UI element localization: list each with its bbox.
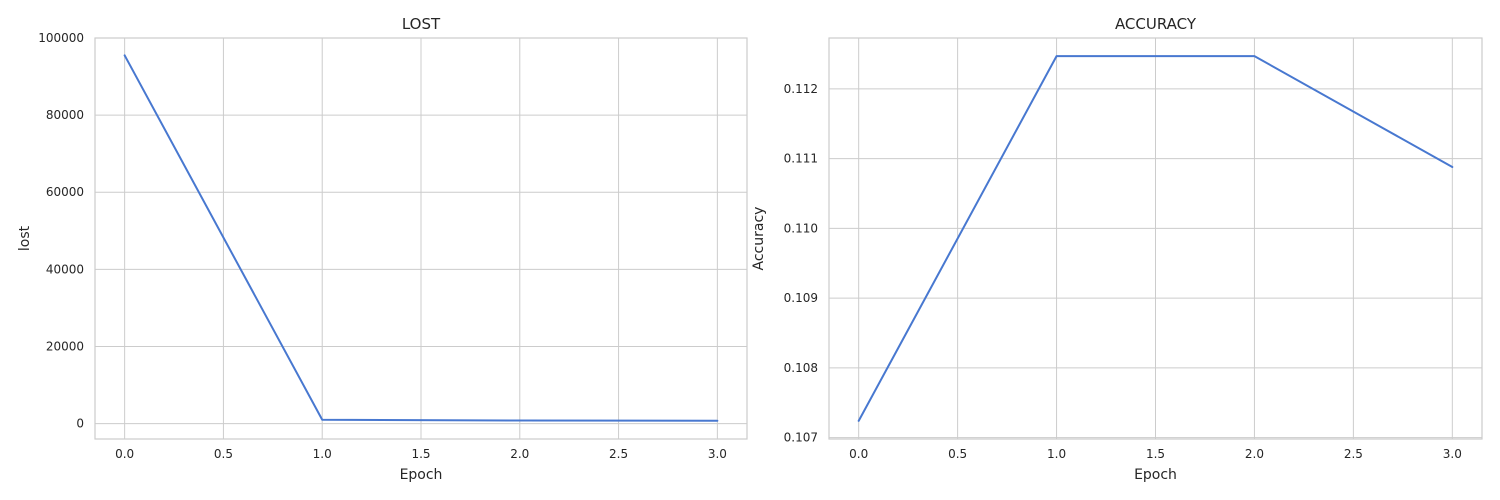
y-tick-label: 0.108 [784, 361, 818, 375]
chart-title: LOST [402, 15, 441, 33]
y-tick-label: 0.112 [784, 82, 818, 96]
x-axis-label: Epoch [1134, 467, 1177, 483]
x-tick-label: 2.0 [1245, 447, 1264, 461]
x-tick-label: 2.0 [510, 447, 529, 461]
chart-panel-0: 0.0 0.5 1.0 1.5 2.0 2.5 3.0 0 20000 40000 60000 800… [17, 15, 748, 483]
y-axis-label: Accuracy [751, 207, 767, 271]
x-tick-label: 0.0 [115, 447, 134, 461]
x-tick-label: 1.5 [1146, 447, 1165, 461]
x-tick-label: 2.5 [609, 447, 628, 461]
y-tick-label: 60000 [46, 185, 84, 199]
y-tick-label: 40000 [46, 262, 84, 276]
y-tick-label: 0.107 [784, 431, 818, 445]
chart-panel-1: 0.0 0.5 1.0 1.5 2.0 2.5 3.0 0.107 0.108 0.109 0.11… [751, 15, 1483, 483]
y-tick-label: 20000 [46, 339, 84, 353]
x-tick-label: 0.0 [849, 447, 868, 461]
y-tick-label: 0.111 [784, 152, 818, 166]
x-tick-label: 1.0 [1047, 447, 1066, 461]
plot-frame [94, 37, 748, 440]
y-tick-label: 0.110 [784, 221, 818, 235]
x-tick-label: 1.5 [411, 447, 430, 461]
y-tick-label: 0 [76, 417, 84, 431]
x-tick-label: 1.0 [313, 447, 332, 461]
x-tick-label: 3.0 [1443, 447, 1462, 461]
x-axis-label: Epoch [400, 467, 443, 483]
x-tick-label: 0.5 [214, 447, 233, 461]
chart-title: ACCURACY [1115, 15, 1197, 33]
y-tick-label: 100000 [38, 31, 84, 45]
y-axis-label: lost [17, 225, 33, 251]
plot-frame [828, 37, 1483, 440]
series-line [857, 55, 1454, 422]
x-tick-label: 2.5 [1344, 447, 1363, 461]
x-tick-label: 0.5 [948, 447, 967, 461]
y-tick-label: 80000 [46, 108, 84, 122]
series-line [123, 54, 719, 422]
y-tick-label: 0.109 [784, 291, 818, 305]
x-tick-label: 3.0 [708, 447, 727, 461]
